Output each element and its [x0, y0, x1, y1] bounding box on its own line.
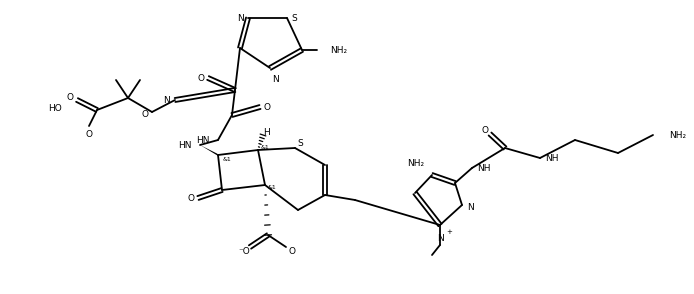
Text: O: O	[289, 246, 296, 255]
Text: N: N	[437, 234, 443, 243]
Text: O: O	[187, 193, 194, 203]
Text: &1: &1	[223, 156, 232, 161]
Text: O: O	[67, 93, 74, 101]
Polygon shape	[200, 145, 219, 156]
Text: &1: &1	[268, 185, 277, 190]
Text: N: N	[467, 203, 474, 211]
Text: HN: HN	[178, 141, 192, 150]
Text: S: S	[291, 14, 297, 23]
Text: NH: NH	[477, 163, 491, 173]
Text: H: H	[262, 128, 269, 136]
Text: S: S	[297, 138, 303, 148]
Text: NH₂: NH₂	[407, 158, 424, 168]
Text: &1: &1	[261, 144, 270, 150]
Text: +: +	[446, 229, 452, 235]
Text: ⁻O: ⁻O	[238, 246, 250, 255]
Text: O: O	[85, 129, 92, 138]
Text: O: O	[141, 109, 148, 118]
Text: HO: HO	[49, 103, 62, 113]
Text: NH₂: NH₂	[669, 131, 686, 139]
Text: NH₂: NH₂	[330, 46, 347, 54]
Text: HN: HN	[196, 136, 210, 144]
Text: O: O	[198, 74, 205, 83]
Text: N: N	[272, 75, 279, 84]
Text: O: O	[264, 103, 271, 111]
Text: N: N	[237, 14, 244, 23]
Text: N: N	[163, 96, 170, 104]
Text: NH: NH	[545, 153, 559, 163]
Text: O: O	[482, 126, 489, 134]
